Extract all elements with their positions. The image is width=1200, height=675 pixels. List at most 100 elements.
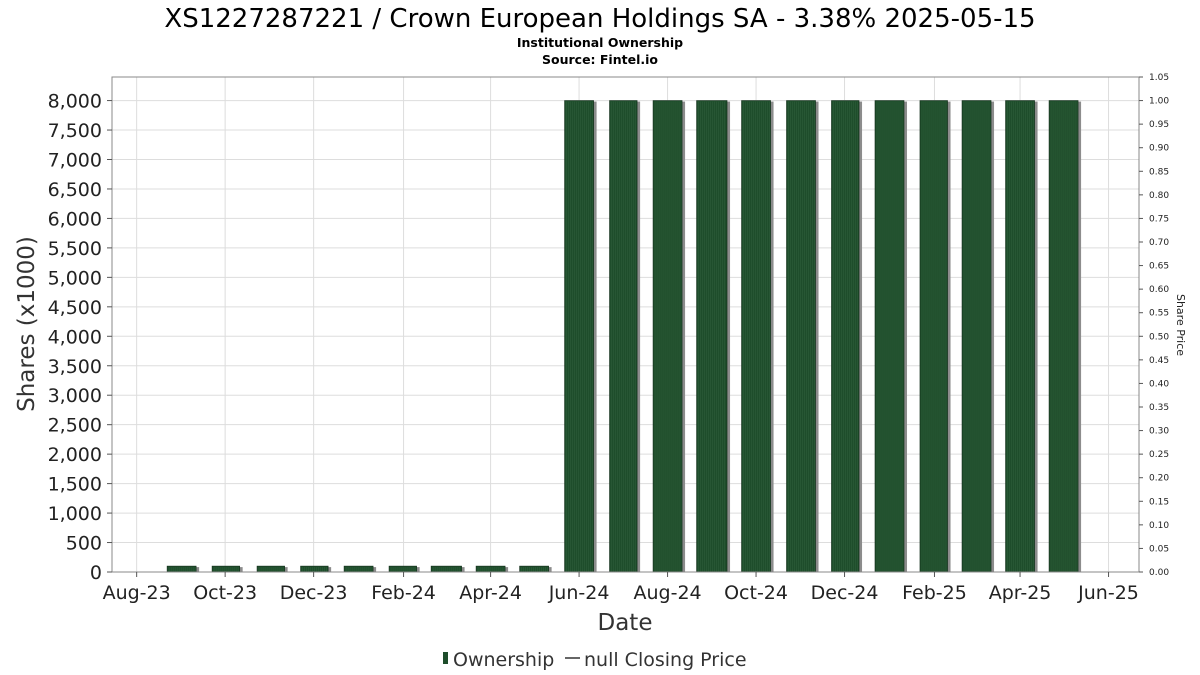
y-tick-label: 3,000 [48, 385, 102, 407]
y2-tick-label: 0.70 [1149, 238, 1169, 248]
x-tick-label: Feb-25 [902, 582, 967, 604]
bar-body [564, 100, 594, 573]
y-tick-label: 1,500 [48, 474, 102, 496]
y2-tick-label: 0.95 [1149, 120, 1169, 130]
y-tick-label: 7,000 [48, 150, 102, 172]
y2-tick-label: 0.90 [1149, 144, 1169, 154]
y2-tick-label: 0.40 [1149, 379, 1169, 389]
y-tick-label: 4,000 [48, 326, 102, 348]
y2-tick-label: 0.25 [1149, 450, 1169, 460]
bar-body [166, 565, 197, 573]
y-tick-label: 7,500 [48, 120, 102, 142]
ownership-bar [609, 100, 641, 573]
ownership-bar [831, 100, 863, 573]
x-tick-label: Feb-24 [371, 582, 436, 604]
y-axis-right: 0.00 0.05 0.10 0.15 0.20 0.25 0.30 0.35 0.40 0.45… [1139, 73, 1169, 578]
ownership-bar [166, 565, 200, 573]
bar-body [343, 565, 374, 573]
bar-body [1048, 100, 1079, 573]
y2-tick-label: 0.20 [1149, 474, 1169, 484]
y2-axis-label: Share Price [1174, 294, 1187, 356]
chart-title: XS1227287221 / Crown European Holdings S… [164, 4, 1035, 34]
y2-tick-label: 0.10 [1149, 521, 1169, 531]
ownership-bar [519, 565, 552, 573]
legend-swatch-ownership [443, 652, 448, 664]
y-axis-label: Shares (x1000) [14, 236, 40, 412]
y2-tick-label: 1.05 [1149, 73, 1169, 83]
ownership-bar [786, 100, 819, 573]
bar-body [1005, 100, 1035, 573]
y-tick-label: 2,500 [48, 415, 102, 437]
ownership-bar [1005, 100, 1038, 573]
ownership-bar [919, 100, 951, 573]
x-tick-label: Dec-23 [280, 582, 348, 604]
y-tick-label: 8,000 [48, 91, 102, 113]
y2-tick-label: 0.35 [1149, 403, 1169, 413]
bar-body [961, 100, 992, 573]
x-tick-label: Oct-24 [724, 582, 788, 604]
y-tick-label: 6,500 [48, 179, 102, 201]
bar-body [652, 100, 683, 573]
y-tick-label: 5,500 [48, 238, 102, 260]
y2-tick-label: 0.80 [1149, 191, 1169, 201]
ownership-bar [741, 100, 774, 573]
y-tick-label: 500 [66, 533, 102, 555]
bar-body [519, 565, 549, 573]
y2-tick-label: 0.50 [1149, 332, 1169, 342]
x-axis: Aug-23 Oct-23 Dec-23 Feb-24 Apr-24 Jun-24 Aug-… [103, 572, 1139, 604]
ownership-bar [300, 565, 332, 573]
y2-tick-label: 0.60 [1149, 285, 1169, 295]
y-axis-left: 0 500 1,000 1,500 2,000 2,500 3,000 3,500 4,000 4… [48, 91, 112, 584]
bars-layer [166, 100, 1082, 573]
ownership-bar [874, 100, 908, 573]
bar-body [696, 100, 728, 573]
bar-body [786, 100, 816, 573]
ownership-bar [343, 565, 377, 573]
ownership-bar [1048, 100, 1082, 573]
y2-tick-label: 0.45 [1149, 356, 1169, 366]
y2-tick-label: 0.65 [1149, 262, 1169, 272]
y2-tick-label: 0.15 [1149, 497, 1169, 507]
x-tick-label: Aug-24 [633, 582, 701, 604]
ownership-bar [696, 100, 731, 573]
y-tick-label: 0 [90, 562, 102, 584]
chart-source: Source: Fintel.io [542, 52, 658, 67]
y2-tick-label: 0.00 [1149, 568, 1169, 578]
x-tick-label: Apr-25 [989, 582, 1052, 604]
x-tick-label: Aug-23 [103, 582, 171, 604]
ownership-bar [475, 565, 509, 573]
y-tick-label: 5,000 [48, 267, 102, 289]
x-tick-label: Dec-24 [811, 582, 879, 604]
y2-tick-label: 0.85 [1149, 167, 1169, 177]
y-tick-label: 6,000 [48, 208, 102, 230]
chart-subtitle: Institutional Ownership [517, 35, 683, 50]
y-tick-label: 3,500 [48, 356, 102, 378]
y2-tick-label: 0.30 [1149, 427, 1169, 437]
legend: Ownership null Closing Price [443, 649, 747, 671]
ownership-bar [564, 100, 597, 573]
y2-tick-label: 1.00 [1149, 97, 1169, 107]
ownership-bar [256, 565, 288, 573]
ownership-bar [961, 100, 995, 573]
y2-tick-label: 0.55 [1149, 309, 1169, 319]
ownership-bar [388, 565, 420, 573]
legend-label-ownership: Ownership [453, 649, 554, 671]
plot-area [111, 76, 1140, 573]
y2-tick-label: 0.75 [1149, 214, 1169, 224]
bar-body [874, 100, 905, 573]
x-tick-label: Oct-23 [193, 582, 257, 604]
bar-body [741, 100, 771, 573]
legend-label-closing-price: null Closing Price [584, 649, 747, 671]
y-tick-label: 4,500 [48, 297, 102, 319]
x-tick-label: Jun-25 [1077, 582, 1139, 604]
y-tick-label: 1,000 [48, 503, 102, 525]
bar-body [475, 565, 506, 573]
ownership-bar [211, 565, 243, 573]
y2-tick-label: 0.05 [1149, 544, 1169, 554]
y-tick-label: 2,000 [48, 444, 102, 466]
ownership-bar [652, 100, 686, 573]
x-tick-label: Apr-24 [459, 582, 522, 604]
x-tick-label: Jun-24 [548, 582, 610, 604]
x-axis-label: Date [598, 610, 653, 636]
